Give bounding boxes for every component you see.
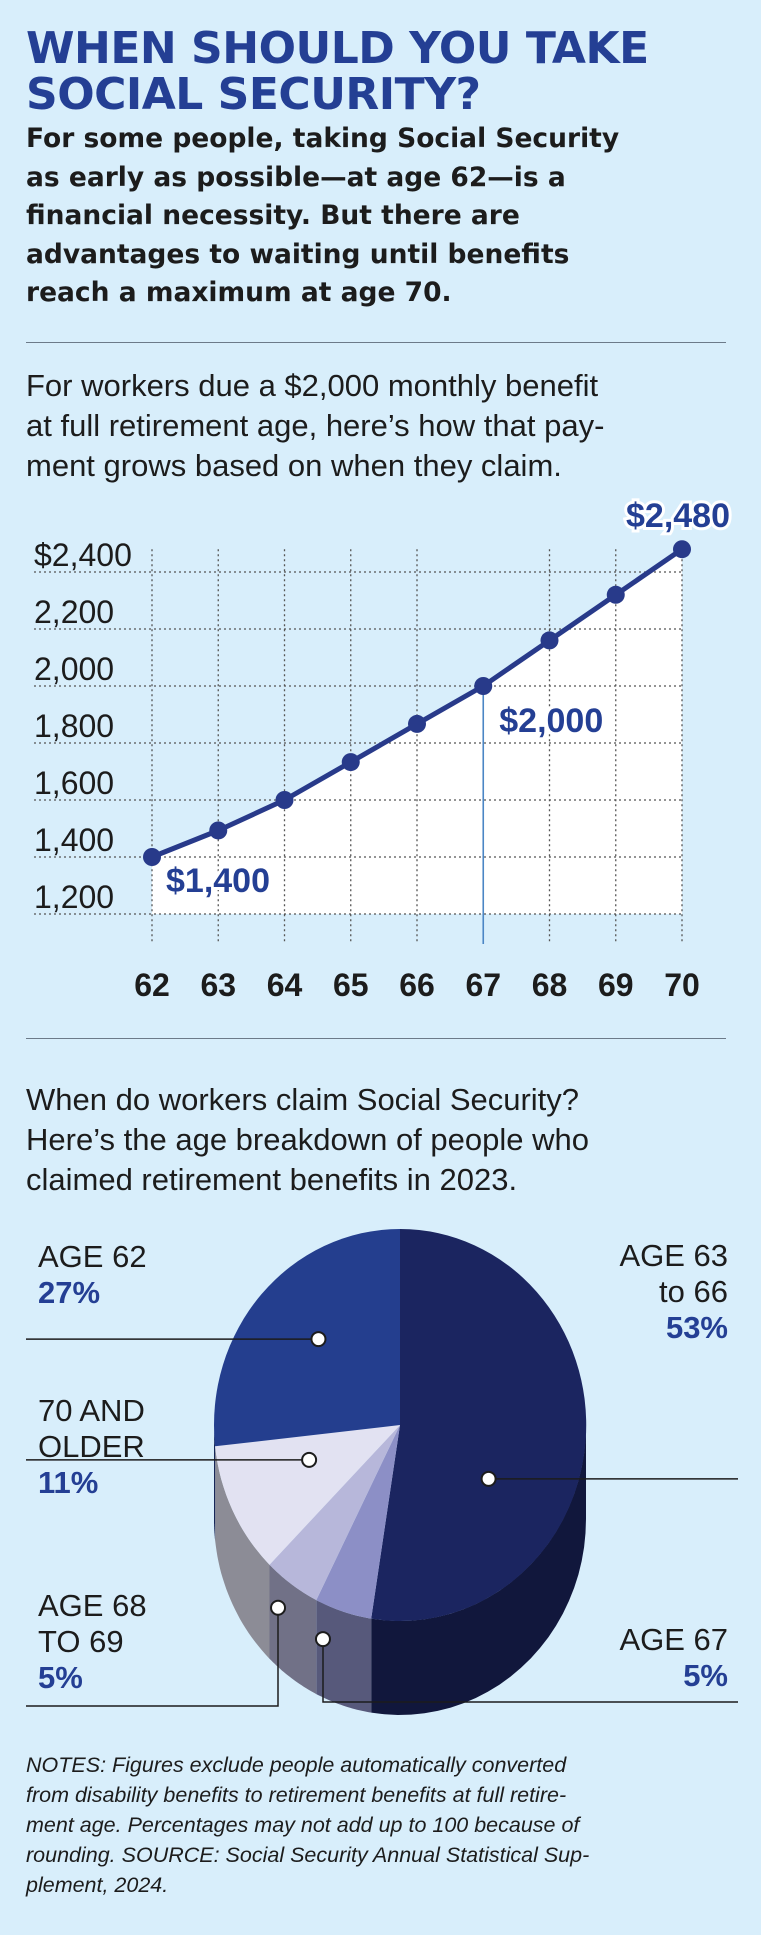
slice-value-label: 53% xyxy=(666,1310,728,1345)
x-tick-label: 63 xyxy=(200,967,236,1000)
x-tick-label: 70 xyxy=(664,967,700,1000)
data-point xyxy=(540,631,559,650)
pie-sides xyxy=(214,1425,586,1715)
x-tick-label: 68 xyxy=(532,967,568,1000)
intro-line: Here’s the age breakdown of people who xyxy=(26,1122,589,1157)
slice-value-label: 5% xyxy=(683,1658,728,1693)
y-tick-label: 1,600 xyxy=(34,765,114,801)
notes-line: plement, 2024. xyxy=(26,1873,169,1897)
notes: NOTES: Figures exclude people automatica… xyxy=(26,1750,736,1900)
y-tick-label: 1,200 xyxy=(34,879,114,915)
pie-slice-side xyxy=(371,1425,586,1715)
pie-slice-side xyxy=(316,1600,372,1713)
y-tick-label: $2,400 xyxy=(34,537,132,573)
pie-slice xyxy=(316,1425,400,1619)
notes-line: NOTES: Figures exclude people automatica… xyxy=(26,1753,567,1777)
line-chart: 1,200 1,400 1,600 1,800 2,000 2,200 $2,400 62 63… xyxy=(34,494,733,1000)
data-point xyxy=(143,848,161,866)
chart-title: WHEN SHOULD YOU TAKE SOCIAL SECURITY? xyxy=(26,26,746,118)
title-line: SOCIAL SECURITY? xyxy=(26,69,481,120)
pie-slice xyxy=(269,1425,400,1601)
slice-label: 70 AND xyxy=(38,1393,145,1428)
subtitle: For some people, taking Social Security … xyxy=(26,120,746,313)
pie-chart-intro: When do workers claim Social Security? H… xyxy=(26,1080,746,1200)
subtitle-line: advantages to waiting until benefits xyxy=(26,238,570,270)
y-tick-label: 1,800 xyxy=(34,708,114,744)
data-point xyxy=(408,714,426,733)
data-point xyxy=(341,753,360,772)
subtitle-line: financial necessity. But there are xyxy=(26,200,520,231)
subtitle-line: as early as possible—at age 62—is a xyxy=(26,161,566,193)
notes-line: rounding. SOURCE: Social Security Annual… xyxy=(26,1843,590,1867)
data-point xyxy=(209,821,228,840)
section-divider xyxy=(26,342,726,343)
x-tick-label: 64 xyxy=(267,967,303,1000)
pie-slice-side xyxy=(215,1446,270,1659)
leader-dot xyxy=(314,1631,331,1648)
subtitle-line: reach a maximum at age 70. xyxy=(26,277,452,308)
x-tick-label: 62 xyxy=(134,967,170,1000)
slice-label: to 66 xyxy=(659,1274,728,1309)
x-tick-label: 69 xyxy=(598,967,634,1000)
data-point xyxy=(275,791,294,809)
pie-slice-side xyxy=(214,1425,216,1541)
y-tick-label: 2,200 xyxy=(34,594,114,630)
data-label: $1,400 xyxy=(166,862,270,900)
slice-value-label: 11% xyxy=(38,1465,98,1500)
slice-value-label: 27% xyxy=(38,1275,100,1310)
data-point xyxy=(474,677,493,695)
intro-line: When do workers claim Social Security? xyxy=(26,1082,580,1117)
leader-line xyxy=(26,1607,279,1707)
x-tick-label: 66 xyxy=(399,967,435,1000)
pie-top xyxy=(213,1228,587,1621)
pie-slice-side xyxy=(269,1564,317,1695)
leader-line xyxy=(322,1639,738,1703)
x-tick-label: 67 xyxy=(465,967,501,1000)
slice-label: TO 69 xyxy=(38,1624,124,1659)
data-point xyxy=(673,540,691,559)
y-tick-label: 1,400 xyxy=(34,822,114,858)
slice-label: AGE 62 xyxy=(38,1239,147,1274)
subtitle-line: For some people, taking Social Security xyxy=(26,123,620,154)
slice-label: OLDER xyxy=(38,1429,145,1464)
intro-line: at full retirement age, here’s how that … xyxy=(26,408,605,443)
slice-label: AGE 63 xyxy=(619,1238,728,1273)
slice-label: AGE 68 xyxy=(38,1588,147,1623)
title-line: WHEN SHOULD YOU TAKE xyxy=(26,23,649,74)
intro-line: For workers due a $2,000 monthly benefit xyxy=(26,368,599,403)
y-tick-label: 2,000 xyxy=(34,651,114,687)
data-label: $2,000 xyxy=(499,702,603,740)
leader-dot xyxy=(310,1331,327,1348)
intro-line: claimed retirement benefits in 2023. xyxy=(26,1162,518,1197)
data-label: $2,480 xyxy=(626,497,730,535)
notes-line: ment age. Percentages may not add up to … xyxy=(26,1813,580,1837)
slice-label: AGE 67 xyxy=(619,1622,728,1657)
pie-slice xyxy=(371,1228,587,1621)
pie-slice xyxy=(213,1229,400,1447)
leader-dot xyxy=(480,1470,497,1487)
data-point xyxy=(606,585,625,604)
line-chart-intro: For workers due a $2,000 monthly benefit… xyxy=(26,366,746,486)
intro-line: ment grows based on when they claim. xyxy=(26,448,562,483)
leader-dot xyxy=(270,1599,287,1616)
section-divider xyxy=(26,1038,726,1039)
slice-value-label: 5% xyxy=(38,1660,83,1695)
leader-dot xyxy=(301,1451,318,1468)
x-tick-label: 65 xyxy=(333,967,369,1000)
notes-line: from disability benefits to retirement b… xyxy=(26,1783,567,1807)
